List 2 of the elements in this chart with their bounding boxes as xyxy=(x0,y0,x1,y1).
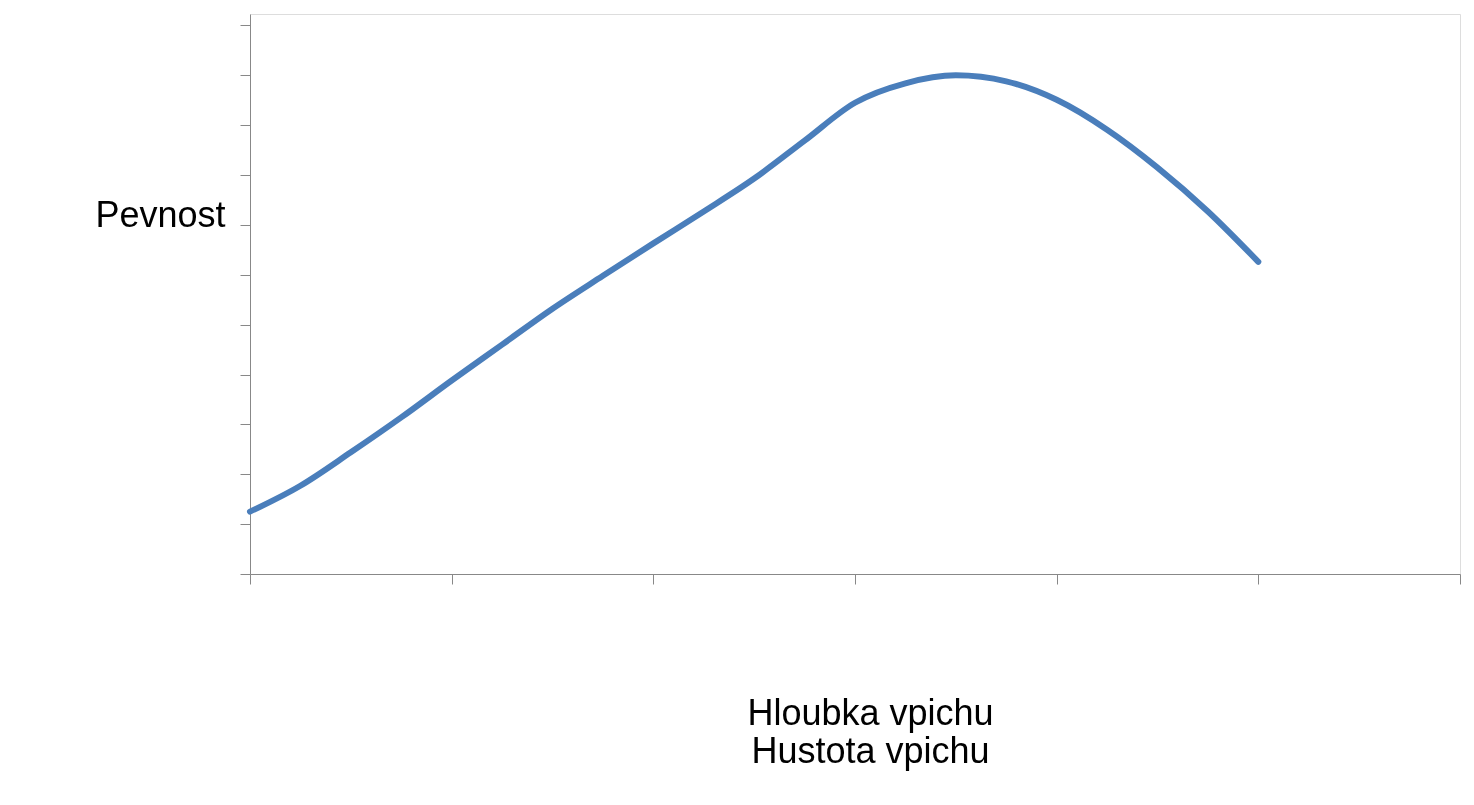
y-axis-title: Pevnost xyxy=(95,193,226,235)
x-axis-title: Hloubka vpichu Hustota vpichu xyxy=(747,691,994,771)
